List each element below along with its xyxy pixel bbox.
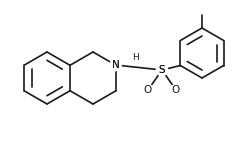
Circle shape: [156, 65, 167, 76]
Text: S: S: [158, 65, 165, 75]
Circle shape: [142, 85, 153, 96]
Text: H: H: [132, 52, 139, 61]
Text: S: S: [158, 65, 165, 75]
Circle shape: [110, 59, 120, 70]
Text: O: O: [143, 85, 152, 95]
Text: O: O: [171, 85, 179, 95]
Circle shape: [110, 59, 120, 70]
Text: N: N: [111, 60, 119, 70]
Circle shape: [170, 85, 181, 96]
Text: N: N: [111, 60, 119, 70]
Circle shape: [156, 65, 167, 76]
